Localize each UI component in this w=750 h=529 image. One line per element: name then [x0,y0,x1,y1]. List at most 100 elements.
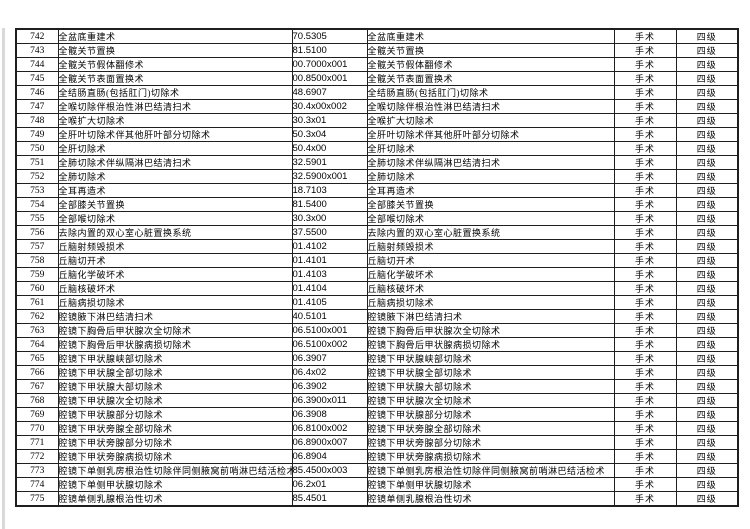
category-cell: 手术 [613,183,677,198]
category-cell: 手术 [613,435,677,450]
procedure-name-cell: 全喉扩大切除术 [57,113,293,128]
table-row: 766 腔镜下甲状腺全部切除术 06.4x02 腔镜下甲状腺全部切除术 手术 四级 [15,365,739,380]
level-cell: 四级 [675,169,739,184]
category-cell: 手术 [613,323,677,338]
procedure-name-repeat-cell: 全肝叶切除术伴其他肝叶部分切除术 [366,127,615,142]
procedure-name-repeat-cell: 去除内置的双心室心脏置换系统 [366,225,615,240]
procedure-name-repeat-cell: 全结肠直肠(包括肛门)切除术 [366,85,615,100]
procedure-name-cell: 全结肠直肠(包括肛门)切除术 [57,85,293,100]
level-cell: 四级 [675,253,739,268]
procedure-code-cell: 50.4x00 [291,141,368,156]
level-cell: 四级 [675,113,739,128]
category-cell: 手术 [613,99,677,114]
level-cell: 四级 [675,43,739,58]
procedure-name-cell: 丘脑病损切除术 [57,295,293,310]
table-row: 750 全肝切除术 50.4x00 全肝切除术 手术 四级 [15,141,739,156]
table-row: 771 腔镜下甲状旁腺部分切除术 06.8900x007 腔镜下甲状旁腺部分切除术 手术… [15,435,739,450]
table-row: 746 全结肠直肠(包括肛门)切除术 48.6907 全结肠直肠(包括肛门)切除术 手术… [15,85,739,100]
row-number-cell: 748 [15,113,59,128]
procedure-code-cell: 81.5400 [291,197,368,212]
procedure-name-repeat-cell: 全肝切除术 [366,141,615,156]
procedure-table-body: 742 全盆底重建术 70.5305 全盆底重建术 手术 四级 743 全髋关节置换 81.51… [15,28,739,507]
table-row: 759 丘脑化学破坏术 01.4103 丘脑化学破坏术 手术 四级 [15,267,739,282]
table-row: 753 全耳再造术 18.7103 全耳再造术 手术 四级 [15,183,739,198]
procedure-name-cell: 全肝切除术 [57,141,293,156]
level-cell: 四级 [675,351,739,366]
procedure-name-repeat-cell: 全肺切除术伴纵隔淋巴结清扫术 [366,155,615,170]
level-cell: 四级 [675,365,739,380]
procedure-code-cell: 40.5101 [291,309,368,324]
procedure-name-repeat-cell: 全部膝关节置换 [366,197,615,212]
table-row: 752 全肺切除术 32.5900x001 全肺切除术 手术 四级 [15,169,739,184]
table-row: 754 全部膝关节置换 81.5400 全部膝关节置换 手术 四级 [15,197,739,212]
level-cell: 四级 [675,28,739,44]
procedure-name-cell: 腔镜下甲状腺峡部切除术 [57,351,293,366]
table-row: 767 腔镜下甲状腺大部切除术 06.3902 腔镜下甲状腺大部切除术 手术 四级 [15,379,739,394]
procedure-name-cell: 全肺切除术 [57,169,293,184]
level-cell: 四级 [675,225,739,240]
page-edge-line [2,28,5,529]
category-cell: 手术 [613,43,677,58]
category-cell: 手术 [613,57,677,72]
procedure-name-cell: 腔镜单侧乳腺根治性切术 [57,491,293,507]
level-cell: 四级 [675,337,739,352]
level-cell: 四级 [675,57,739,72]
category-cell: 手术 [613,239,677,254]
procedure-name-cell: 腔镜下甲状腺大部切除术 [57,379,293,394]
procedure-code-cell: 06.8900x007 [291,435,368,450]
table-row: 765 腔镜下甲状腺峡部切除术 06.3907 腔镜下甲状腺峡部切除术 手术 四级 [15,351,739,366]
procedure-code-cell: 06.4x02 [291,365,368,380]
category-cell: 手术 [613,155,677,170]
procedure-name-repeat-cell: 腔镜下单侧甲状腺切除术 [366,477,615,492]
category-cell: 手术 [613,141,677,156]
row-number-cell: 775 [15,491,59,507]
level-cell: 四级 [675,309,739,324]
level-cell: 四级 [675,141,739,156]
procedure-name-cell: 腔镜腋下淋巴结清扫术 [57,309,293,324]
procedure-code-cell: 18.7103 [291,183,368,198]
table-row: 745 全髋关节表面置换术 00.8500x001 全髋关节表面置换术 手术 四级 [15,71,739,86]
procedure-name-repeat-cell: 丘脑化学破坏术 [366,267,615,282]
row-number-cell: 773 [15,463,59,478]
procedure-name-repeat-cell: 腔镜下甲状腺大部切除术 [366,379,615,394]
category-cell: 手术 [613,211,677,226]
row-number-cell: 765 [15,351,59,366]
level-cell: 四级 [675,267,739,282]
row-number-cell: 764 [15,337,59,352]
procedure-name-cell: 全喉切除伴根治性淋巴结清扫术 [57,99,293,114]
row-number-cell: 753 [15,183,59,198]
category-cell: 手术 [613,197,677,212]
procedure-name-cell: 丘脑核破坏术 [57,281,293,296]
row-number-cell: 760 [15,281,59,296]
procedure-name-repeat-cell: 丘脑核破坏术 [366,281,615,296]
procedure-name-cell: 全部膝关节置换 [57,197,293,212]
procedure-name-cell: 去除内置的双心室心脏置换系统 [57,225,293,240]
procedure-name-cell: 腔镜下甲状旁腺全部切除术 [57,421,293,436]
category-cell: 手术 [613,169,677,184]
category-cell: 手术 [613,85,677,100]
procedure-name-repeat-cell: 腔镜下单侧乳房根治性切除伴同侧腋窝前哨淋巴结活检术 [366,463,615,478]
level-cell: 四级 [675,211,739,226]
procedure-name-cell: 全盆底重建术 [57,28,293,44]
level-cell: 四级 [675,155,739,170]
procedure-code-cell: 01.4104 [291,281,368,296]
procedure-name-cell: 全髋关节置换 [57,43,293,58]
procedure-code-cell: 06.3900x011 [291,393,368,408]
procedure-name-repeat-cell: 全髋关节置换 [366,43,615,58]
table-row: 770 腔镜下甲状旁腺全部切除术 06.8100x002 腔镜下甲状旁腺全部切除术 手术… [15,421,739,436]
category-cell: 手术 [613,407,677,422]
procedure-code-cell: 06.5100x002 [291,337,368,352]
row-number-cell: 751 [15,155,59,170]
procedure-code-cell: 30.3x01 [291,113,368,128]
row-number-cell: 766 [15,365,59,380]
procedure-code-cell: 85.4501 [291,491,368,507]
procedure-name-repeat-cell: 丘脑病损切除术 [366,295,615,310]
category-cell: 手术 [613,225,677,240]
row-number-cell: 754 [15,197,59,212]
row-number-cell: 745 [15,71,59,86]
row-number-cell: 744 [15,57,59,72]
procedure-code-cell: 70.5305 [291,28,368,44]
category-cell: 手术 [613,421,677,436]
category-cell: 手术 [613,113,677,128]
table-row: 772 腔镜下甲状旁腺病损切除术 06.8904 腔镜下甲状旁腺病损切除术 手术 四级 [15,449,739,464]
